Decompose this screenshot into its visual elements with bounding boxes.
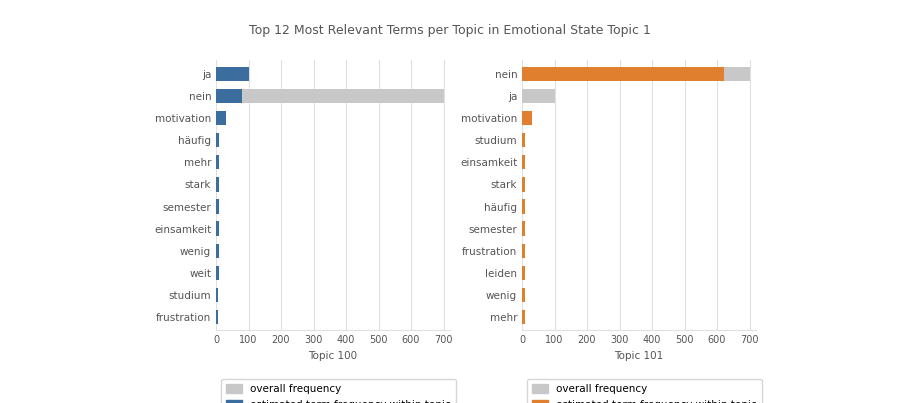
Bar: [522, 155, 525, 169]
Bar: [522, 89, 554, 103]
Bar: [522, 199, 525, 214]
Bar: [522, 133, 525, 147]
Legend: overall frequency, estimated term frequency within topic: overall frequency, estimated term freque…: [527, 379, 762, 403]
Bar: [522, 177, 525, 191]
Bar: [216, 155, 220, 169]
Legend: overall frequency, estimated term frequency within topic: overall frequency, estimated term freque…: [221, 379, 456, 403]
Bar: [216, 177, 220, 191]
Bar: [216, 89, 444, 103]
Bar: [216, 310, 219, 324]
Bar: [216, 133, 220, 147]
Bar: [216, 89, 242, 103]
Bar: [216, 222, 219, 236]
Bar: [216, 288, 219, 302]
Bar: [522, 310, 525, 324]
X-axis label: Topic 101: Topic 101: [615, 351, 663, 361]
Bar: [216, 199, 219, 214]
Bar: [522, 288, 525, 302]
Bar: [522, 111, 532, 125]
Bar: [216, 266, 219, 280]
Bar: [522, 243, 525, 258]
Bar: [216, 243, 219, 258]
Bar: [522, 66, 724, 81]
Text: Top 12 Most Relevant Terms per Topic in Emotional State Topic 1: Top 12 Most Relevant Terms per Topic in …: [249, 24, 651, 37]
Bar: [216, 111, 226, 125]
X-axis label: Topic 100: Topic 100: [309, 351, 357, 361]
Bar: [522, 222, 525, 236]
Bar: [522, 66, 750, 81]
Bar: [522, 266, 525, 280]
Bar: [216, 66, 248, 81]
